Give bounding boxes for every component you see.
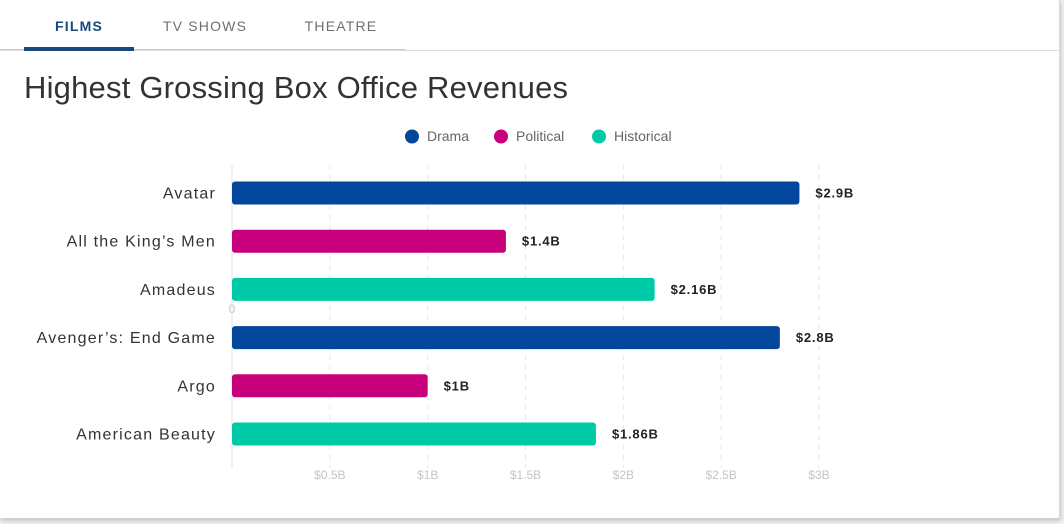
tab-theatre[interactable]: THEATRE [304, 18, 378, 34]
x-tick-label: $2.5B [705, 468, 736, 482]
value-label-all-the-king-s-men: $1.4B [522, 234, 561, 249]
x-tick-label: $1.5B [510, 468, 541, 482]
legend-label-historical: Historical [614, 128, 672, 144]
value-labels: $2.9B $1.4B $2.16B $2.8B $1B $1.86B [444, 186, 854, 442]
gridlines [231, 165, 820, 468]
category-label-avatar: Avatar [163, 186, 216, 203]
legend-marker-political [494, 129, 508, 144]
x-tick-label: $3B [808, 468, 829, 482]
bar-all-the-king-s-men[interactable] [232, 229, 506, 253]
legend-label-political: Political [516, 128, 564, 144]
category-labels: Avatar All the King’s Men Amadeus Avenger’s… [37, 186, 216, 444]
bar-avatar[interactable] [232, 181, 800, 205]
category-label-all-the-king-s-men: All the King’s Men [67, 234, 216, 251]
value-label-avatar: $2.9B [815, 186, 854, 201]
tab-films[interactable]: FILMS [55, 18, 103, 34]
chart-title: Highest Grossing Box Office Revenues [24, 70, 569, 105]
category-label-avenger-s-end-game: Avenger’s: End Game [37, 330, 216, 347]
x-axis-ticks: $0.5B $1B $1.5B $2B $2.5B $3B 0 [229, 302, 830, 482]
bar-amadeus[interactable] [232, 277, 655, 301]
bar-argo[interactable] [232, 374, 428, 398]
category-label-argo: Argo [177, 378, 216, 395]
x-tick-label: $1B [417, 468, 438, 482]
value-label-avenger-s-end-game: $2.8B [796, 330, 835, 345]
tab-bar: FILMS TV SHOWS THEATRE [0, 0, 1060, 51]
category-label-amadeus: Amadeus [140, 282, 216, 299]
value-label-argo: $1B [444, 378, 470, 393]
tab-tv-shows[interactable]: TV SHOWS [162, 18, 248, 34]
legend-marker-drama [405, 129, 419, 144]
value-label-amadeus: $2.16B [671, 282, 718, 297]
bar-american-beauty[interactable] [232, 422, 596, 446]
bar-avenger-s-end-game[interactable] [232, 326, 780, 350]
x-tick-label: $0.5B [314, 468, 345, 482]
category-label-american-beauty: American Beauty [76, 427, 216, 444]
bars [232, 181, 800, 446]
active-tab-indicator [24, 47, 134, 51]
value-label-american-beauty: $1.86B [612, 427, 659, 442]
bar-chart: Drama Political Historical Avatar All the K… [37, 128, 854, 482]
chart-legend: Drama Political Historical [405, 128, 672, 144]
legend-label-drama: Drama [427, 128, 469, 144]
x-origin-label: 0 [229, 302, 236, 316]
x-tick-label: $2B [613, 468, 634, 482]
tab-bar-divider [0, 49, 406, 50]
legend-marker-historical [592, 129, 606, 144]
